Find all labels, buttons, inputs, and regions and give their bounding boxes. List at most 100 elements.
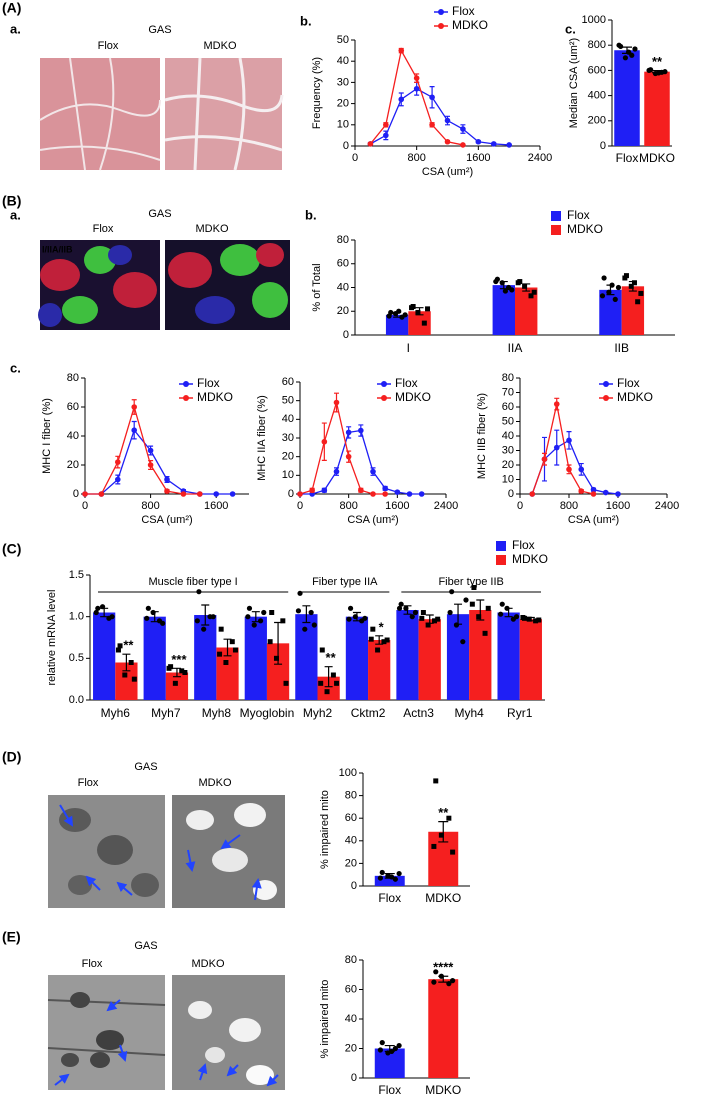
y-tick-label: 70: [502, 386, 514, 398]
y-axis-label: MHC IIA fiber (%): [256, 395, 268, 481]
bar: [165, 672, 189, 700]
y-axis-label: MHC IIB fiber (%): [476, 393, 488, 479]
data-point: [520, 615, 526, 620]
panel-label: (D): [2, 749, 21, 765]
data-point: [469, 601, 475, 607]
marker: [383, 132, 389, 139]
x-tick-label: 0: [82, 500, 88, 512]
bar: [345, 616, 369, 700]
marker: [413, 75, 420, 81]
data-point: [182, 670, 188, 675]
y-tick-label: 40: [282, 413, 294, 425]
marker: [444, 117, 451, 124]
y-tick-label: 80: [337, 234, 349, 246]
data-point: [447, 609, 453, 616]
marker: [82, 491, 88, 497]
data-point: [412, 609, 419, 616]
panel-label: (C): [2, 541, 21, 557]
data-point: [145, 605, 151, 611]
data-point: [431, 843, 437, 849]
data-point: [283, 680, 289, 686]
significance: **: [652, 54, 663, 69]
image-label: Flox: [93, 223, 114, 235]
data-point: [352, 614, 358, 620]
y-tick-label: 50: [282, 395, 294, 407]
marker: [345, 429, 352, 436]
error-bar: [172, 667, 181, 678]
panel-label: c.: [565, 21, 576, 36]
marker: [321, 438, 328, 445]
data-point: [245, 614, 251, 620]
y-tick-label: 80: [502, 372, 514, 384]
marker: [382, 485, 388, 492]
marker: [147, 447, 154, 454]
data-point: [522, 283, 528, 289]
data-point: [302, 626, 308, 632]
marker: [367, 141, 374, 147]
image-label: Flox: [82, 958, 103, 970]
data-point: [482, 630, 488, 636]
bar: [368, 640, 391, 700]
x-axis-label: CSA (um²): [422, 166, 473, 178]
data-point: [638, 290, 644, 296]
y-tick-label: 800: [588, 39, 606, 51]
legend-label: MDKO: [197, 390, 233, 404]
error-bar: [324, 666, 333, 688]
data-point: [269, 610, 275, 615]
bar: [295, 614, 318, 700]
data-point: [471, 585, 477, 590]
data-point: [499, 280, 505, 286]
x-tick-label: Flox: [378, 891, 401, 905]
marker: [382, 491, 388, 497]
data-point: [513, 614, 520, 620]
micrograph: I/IIA/IIB: [38, 240, 290, 330]
data-point: [409, 614, 415, 620]
data-point: [131, 676, 137, 682]
y-tick-label: 40: [337, 281, 349, 293]
y-axis-label: relative mRNA level: [46, 590, 58, 686]
x-tick-label: 2400: [434, 500, 458, 512]
data-point: [599, 293, 606, 299]
x-axis-label: CSA (um²): [568, 514, 619, 526]
tissue-label: GAS: [148, 208, 171, 220]
data-point: [210, 614, 216, 620]
data-point: [384, 637, 390, 643]
data-point: [403, 605, 409, 611]
y-tick-label: 30: [502, 444, 514, 456]
panel-label: (E): [2, 929, 21, 945]
data-point: [485, 605, 491, 611]
panel-label: b.: [300, 13, 312, 28]
data-point: [509, 287, 515, 293]
bar: [614, 50, 640, 146]
y-tick-label: 40: [502, 430, 514, 442]
marker: [444, 138, 451, 145]
data-point: [308, 609, 314, 616]
data-point: [493, 278, 499, 285]
panel-label: c.: [10, 360, 21, 375]
y-axis-label: % impaired mito: [319, 980, 331, 1059]
data-point: [362, 615, 368, 621]
y-tick-label: 60: [67, 401, 79, 413]
x-tick-label: IIA: [508, 341, 523, 355]
marker: [197, 491, 203, 497]
x-tick-label: 800: [560, 500, 578, 512]
y-tick-label: 0: [508, 488, 514, 500]
image-label: MDKO: [199, 777, 232, 789]
x-tick-label: Flox: [616, 151, 639, 165]
significance: ****: [433, 960, 454, 975]
data-point: [267, 639, 273, 645]
data-point: [392, 876, 398, 882]
y-tick-label: 0: [351, 1072, 357, 1084]
data-point: [533, 618, 539, 624]
x-tick-label: I: [407, 341, 410, 355]
data-point: [396, 870, 402, 877]
y-tick-label: 0: [351, 880, 357, 892]
y-tick-label: 200: [588, 115, 606, 127]
marker: [115, 476, 121, 483]
data-point: [379, 1040, 385, 1046]
bar: [469, 610, 492, 700]
legend-label: Flox: [567, 208, 590, 222]
data-point: [377, 875, 383, 881]
y-axis-label: Frequency (%): [311, 57, 323, 129]
data-point: [172, 680, 178, 686]
